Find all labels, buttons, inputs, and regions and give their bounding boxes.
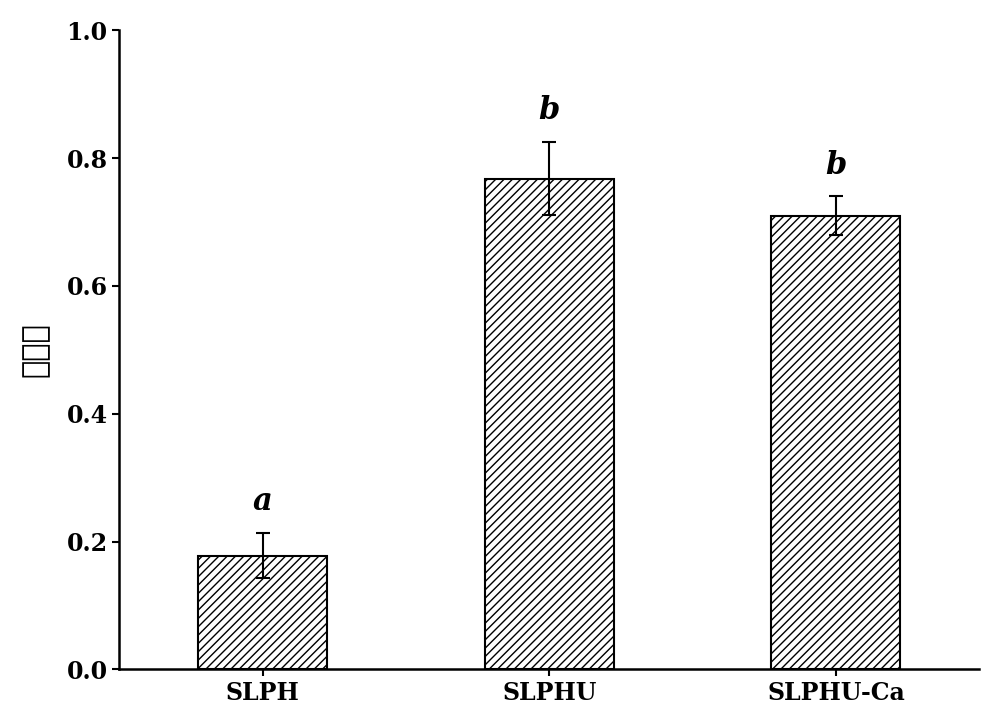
Y-axis label: 还原力: 还原力: [21, 322, 50, 378]
Text: b: b: [539, 95, 560, 126]
Bar: [485, 179, 614, 669]
Bar: [771, 216, 900, 669]
Text: a: a: [253, 486, 273, 517]
Text: b: b: [825, 150, 847, 181]
Bar: [198, 555, 327, 669]
